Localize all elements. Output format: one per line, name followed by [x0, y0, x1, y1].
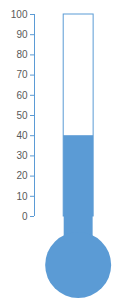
svg-text:40: 40 [16, 130, 28, 141]
svg-text:20: 20 [16, 170, 28, 181]
svg-text:0: 0 [22, 211, 28, 222]
svg-text:90: 90 [16, 29, 28, 40]
svg-text:70: 70 [16, 69, 28, 80]
svg-text:10: 10 [16, 191, 28, 202]
svg-text:60: 60 [16, 90, 28, 101]
svg-text:30: 30 [16, 150, 28, 161]
svg-text:50: 50 [16, 110, 28, 121]
svg-text:100: 100 [11, 9, 28, 20]
svg-text:80: 80 [16, 49, 28, 60]
